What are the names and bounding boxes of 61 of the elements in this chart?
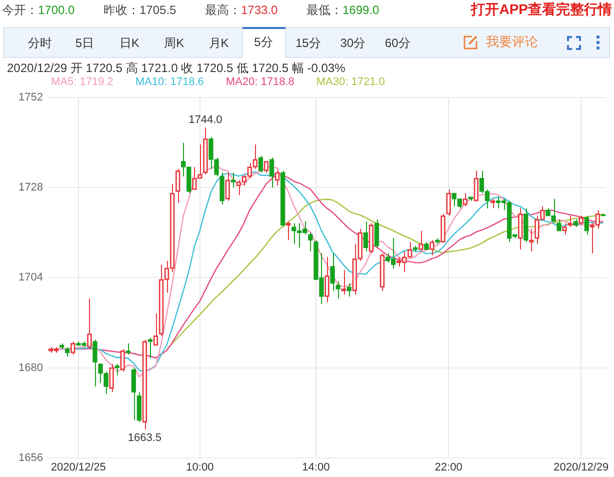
candlestick — [126, 342, 130, 356]
x-tick-label: 2020/12/29 — [554, 461, 609, 474]
candlestick — [584, 215, 589, 236]
x-tick-label: 10:00 — [186, 461, 214, 474]
candlestick — [562, 222, 567, 236]
candlestick — [474, 170, 478, 202]
text: 最低：1699.0 — [306, 3, 380, 17]
candlestick — [363, 220, 368, 252]
candlestick — [264, 160, 269, 174]
y-tick-label: 1752 — [18, 92, 43, 104]
candlestick — [286, 220, 291, 241]
candlestick — [230, 172, 236, 188]
x-tick-label: 14:00 — [302, 461, 330, 474]
candlestick — [274, 170, 280, 186]
candlestick — [109, 364, 114, 393]
candlestick — [65, 346, 70, 357]
text: MA20: 1718.8 — [226, 76, 294, 88]
text: MA30: 1721.0 — [316, 76, 385, 88]
candlestick — [131, 367, 136, 421]
candlestick — [308, 232, 313, 252]
candlestick — [578, 215, 584, 226]
candlestick — [92, 339, 98, 388]
candlestick — [374, 219, 380, 248]
candlestick — [518, 208, 523, 250]
candlestick — [556, 219, 562, 232]
x-tick-label: 2020/12/25 — [50, 461, 106, 474]
candlestick — [418, 230, 424, 252]
candlestick — [269, 157, 274, 188]
candlestick — [430, 240, 434, 256]
text: 打开APP查看完整行情 — [471, 1, 612, 18]
candlestick — [324, 256, 330, 303]
candlestick — [490, 198, 496, 209]
tab: 5分 — [242, 27, 286, 58]
candlestick — [70, 340, 76, 356]
candlestick — [153, 312, 158, 346]
y-tick-label: 1728 — [18, 182, 43, 194]
text: MA5: 1719.2 — [51, 76, 114, 88]
text: 今开：1700.0 — [2, 3, 75, 17]
text: 昨收：1705.5 — [104, 3, 176, 17]
candlestick — [258, 155, 264, 174]
candlestick — [462, 192, 468, 207]
text: 我要评论 — [486, 34, 538, 50]
candlestick — [341, 270, 346, 296]
candlestick — [529, 228, 534, 252]
candlestick — [225, 172, 230, 202]
text: 最高：1733.0 — [205, 3, 278, 17]
candlestick — [87, 298, 92, 350]
chart-subtitle: 2020/12/29 开 1720.5 高 1721.0 收 1720.5 低 1720.5 幅 -0.03% — [7, 61, 346, 75]
candlestick — [114, 364, 120, 376]
candlestick — [568, 215, 572, 228]
y-tick-label: 1680 — [18, 362, 43, 374]
candlestick — [120, 348, 125, 372]
x-tick-label: 22:00 — [434, 461, 462, 474]
candlestick — [148, 337, 153, 359]
candlestick — [176, 168, 180, 204]
y-tick-label: 1656 — [18, 452, 43, 464]
candlestick — [446, 189, 451, 216]
annotation: 1744.0 — [188, 114, 222, 126]
text: MA10: 1718.6 — [135, 76, 204, 88]
y-tick-label: 1704 — [18, 272, 43, 284]
annotation: 1663.5 — [128, 432, 162, 444]
